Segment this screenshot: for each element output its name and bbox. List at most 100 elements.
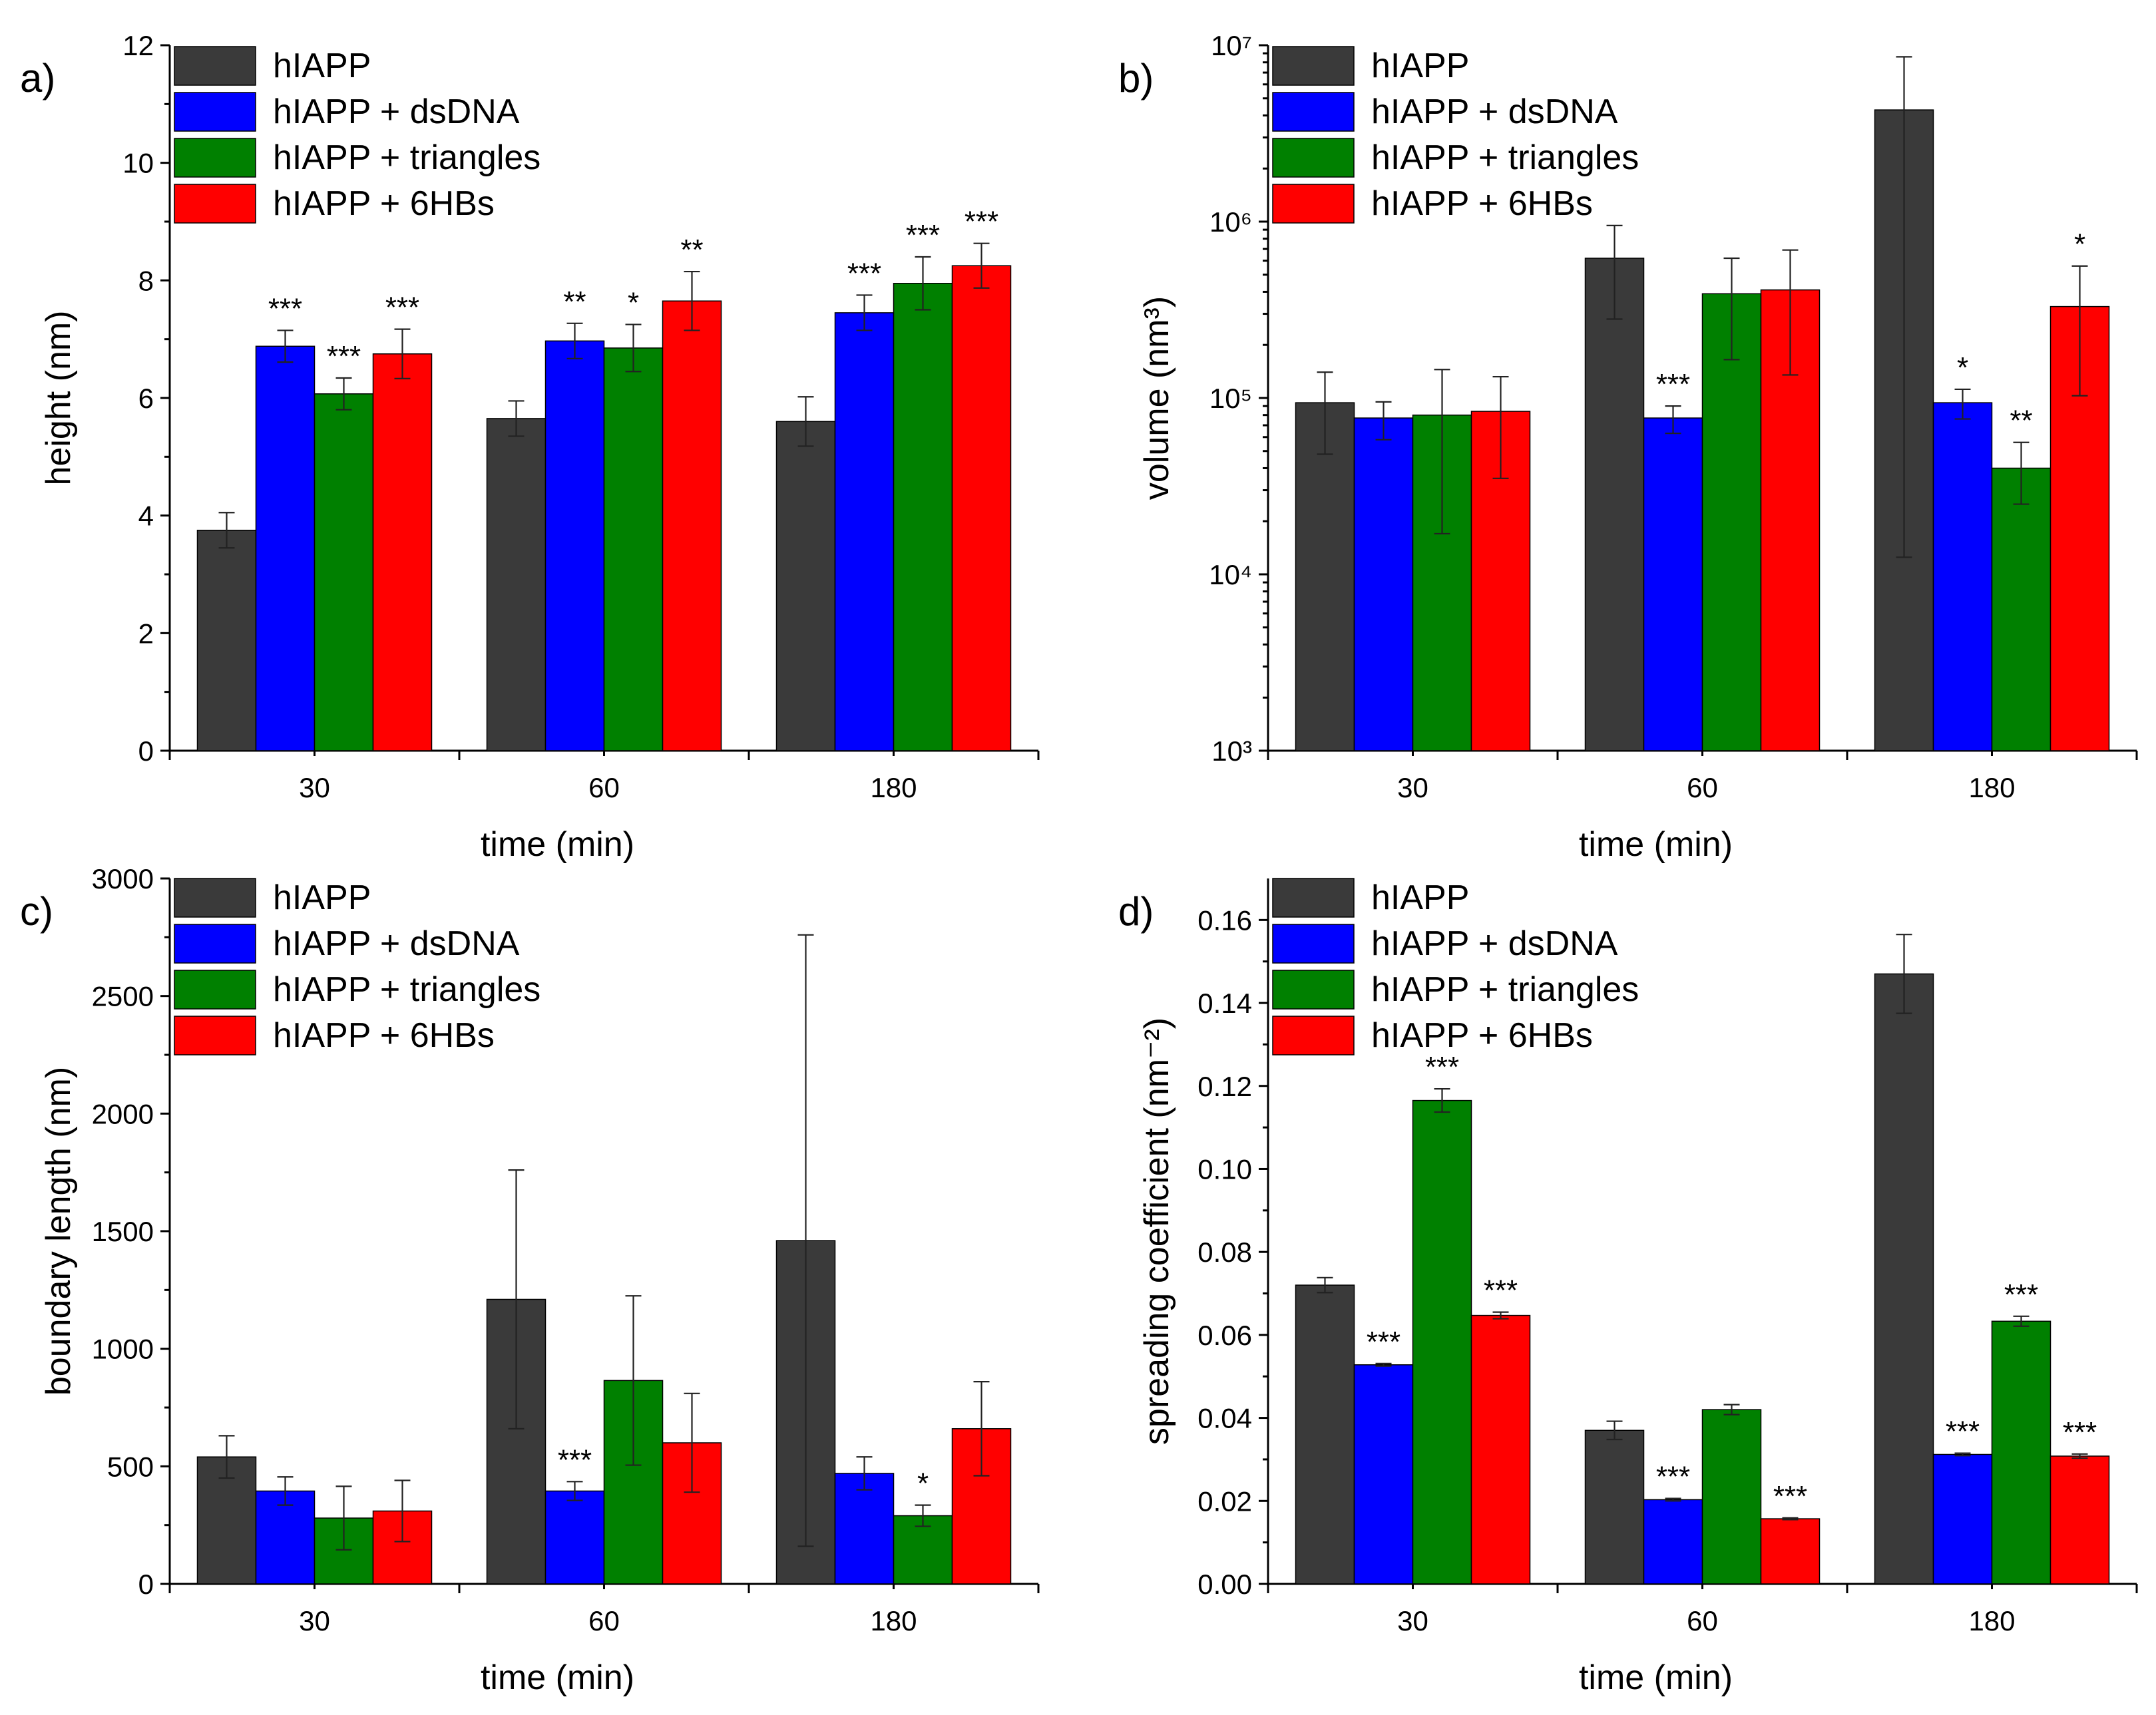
significance-label: *** <box>1484 1274 1518 1307</box>
bar <box>372 353 433 751</box>
bar <box>834 1473 895 1585</box>
y-tick-label: 6 <box>138 383 154 414</box>
y-tick-label: 8 <box>138 265 154 296</box>
bar <box>1295 402 1355 751</box>
bar <box>1932 1453 1993 1585</box>
bar <box>1584 1429 1645 1585</box>
significance-label: *** <box>1773 1480 1807 1513</box>
legend-label: hIAPP <box>1371 878 1469 917</box>
bar <box>1643 417 1703 751</box>
x-tick-label: 180 <box>870 1605 917 1636</box>
bar <box>1643 1499 1703 1585</box>
bar <box>1584 258 1645 751</box>
legend-swatch <box>1272 970 1355 1010</box>
legend-swatch <box>174 92 256 132</box>
x-tick-label: 180 <box>1968 1605 2015 1636</box>
y-tick-label: 10⁴ <box>1209 559 1252 590</box>
bar <box>314 393 374 751</box>
significance-label: *** <box>385 291 419 324</box>
x-tick-label: 60 <box>1687 1605 1718 1636</box>
significance-label: *** <box>327 340 361 373</box>
bar <box>893 283 953 751</box>
y-tick-label: 1000 <box>92 1334 154 1365</box>
bar <box>1295 1284 1355 1585</box>
legend-label: hIAPP <box>273 878 371 917</box>
significance-label: *** <box>1367 1326 1401 1358</box>
legend-label: hIAPP + triangles <box>273 970 540 1009</box>
x-tick-label: 30 <box>1397 1605 1428 1636</box>
legend-swatch <box>174 878 256 918</box>
y-tick-label: 10⁶ <box>1209 206 1252 238</box>
legend-label: hIAPP + dsDNA <box>1371 93 1618 131</box>
significance-label: * <box>628 287 639 319</box>
y-tick-label: 10⁷ <box>1211 30 1252 61</box>
y-tick-label: 0 <box>138 735 154 767</box>
y-tick-label: 0.14 <box>1197 988 1252 1019</box>
legend-swatch <box>174 184 256 224</box>
x-axis-label: time (min) <box>1579 1658 1733 1697</box>
x-tick-label: 180 <box>870 772 917 803</box>
significance-label: *** <box>965 206 998 238</box>
significance-label: *** <box>1946 1416 1980 1448</box>
bar <box>1701 293 1762 751</box>
significance-label: *** <box>2063 1416 2097 1449</box>
y-tick-label: 0.06 <box>1197 1320 1252 1351</box>
legend-swatch <box>1272 138 1355 178</box>
x-tick-label: 60 <box>588 772 620 803</box>
y-tick-label: 2500 <box>92 981 154 1012</box>
legend-swatch <box>1272 92 1355 132</box>
legend-label: hIAPP <box>1371 47 1469 85</box>
y-tick-label: 10⁵ <box>1209 383 1252 414</box>
bar <box>1874 973 1934 1585</box>
legend-swatch <box>1272 46 1355 86</box>
bar <box>834 312 895 751</box>
significance-label: * <box>1957 351 1968 384</box>
legend-swatch <box>1272 878 1355 918</box>
bar <box>255 345 316 751</box>
panel-label: c) <box>20 889 53 934</box>
legend-swatch <box>174 924 256 964</box>
significance-label: ** <box>680 234 703 266</box>
y-tick-label: 0.02 <box>1197 1485 1252 1517</box>
x-tick-label: 60 <box>1687 772 1718 803</box>
panel-label: b) <box>1118 56 1154 100</box>
significance-label: *** <box>1656 1461 1690 1493</box>
y-axis-label: height (nm) <box>39 311 78 486</box>
bar <box>603 347 664 751</box>
panel-label: d) <box>1118 889 1154 934</box>
bar <box>1353 1364 1414 1585</box>
bar <box>662 300 722 751</box>
bar <box>544 340 605 751</box>
bar <box>1760 1518 1821 1585</box>
bar <box>1991 1320 2051 1585</box>
panel-label: a) <box>20 56 55 100</box>
x-axis-label: time (min) <box>1579 825 1733 864</box>
legend-label: hIAPP <box>273 47 371 85</box>
y-tick-label: 500 <box>107 1451 154 1482</box>
y-tick-label: 4 <box>138 500 154 532</box>
legend-label: hIAPP + dsDNA <box>273 924 520 963</box>
y-axis-label: spreading coefficient (nm⁻²) <box>1138 1018 1176 1445</box>
legend-label: hIAPP + triangles <box>1371 138 1639 177</box>
significance-label: * <box>917 1467 929 1500</box>
legend-swatch <box>174 1016 256 1055</box>
y-tick-label: 0 <box>138 1569 154 1600</box>
y-axis-label: boundary length (nm) <box>39 1067 78 1396</box>
significance-label: ** <box>563 286 586 318</box>
significance-label: * <box>2074 228 2085 261</box>
y-tick-label: 10³ <box>1211 735 1252 767</box>
x-tick-label: 30 <box>1397 772 1428 803</box>
y-tick-label: 0.16 <box>1197 904 1252 936</box>
bar <box>1353 417 1414 751</box>
bar <box>544 1490 605 1585</box>
legend-label: hIAPP + dsDNA <box>273 93 520 131</box>
legend-label: hIAPP + 6HBs <box>1371 184 1593 223</box>
significance-label: *** <box>847 257 881 289</box>
y-tick-label: 2 <box>138 618 154 649</box>
y-tick-label: 0.10 <box>1197 1153 1252 1185</box>
y-tick-label: 0.04 <box>1197 1403 1252 1434</box>
x-tick-label: 30 <box>299 772 330 803</box>
